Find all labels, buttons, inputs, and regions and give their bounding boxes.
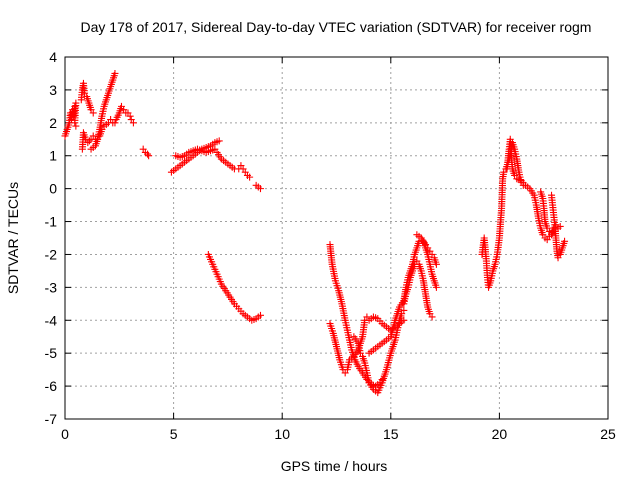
data-point-marker — [126, 112, 134, 120]
data-point-marker — [432, 283, 440, 291]
y-tick-label: -4 — [45, 312, 58, 328]
x-tick-label: 5 — [170, 426, 178, 442]
y-tick-label: 3 — [49, 82, 57, 98]
data-point-marker — [72, 122, 80, 130]
y-tick-label: -3 — [45, 279, 58, 295]
data-point-marker — [144, 150, 152, 158]
data-point-marker — [400, 306, 408, 314]
data-point-marker — [71, 119, 79, 127]
y-tick-label: -7 — [45, 411, 58, 427]
grid-lines — [65, 57, 608, 419]
data-point-marker — [145, 152, 153, 160]
y-tick-label: -5 — [45, 345, 58, 361]
data-point-marker — [84, 139, 92, 147]
data-point-marker — [111, 69, 119, 77]
x-tick-label: 15 — [383, 426, 399, 442]
x-axis-label: GPS time / hours — [281, 458, 388, 474]
y-tick-label: -1 — [45, 214, 58, 230]
y-tick-label: -2 — [45, 246, 58, 262]
data-point-marker — [246, 173, 254, 181]
plot-frame — [64, 56, 609, 420]
axis-ticks — [64, 56, 609, 420]
x-tick-label: 0 — [61, 426, 69, 442]
data-point-marker — [89, 109, 97, 117]
data-point-marker — [85, 137, 93, 145]
y-tick-label: 0 — [49, 181, 57, 197]
y-tick-label: -6 — [45, 378, 58, 394]
tick-labels: 0 5 10 15 20 25 -7 -6 -5 -4 -3 -2 -1 0 1 2 3 4 — [45, 49, 616, 442]
data-point-marker — [256, 311, 264, 319]
data-point-marker — [129, 119, 137, 127]
data-point-marker — [215, 137, 223, 145]
data-point-marker — [111, 119, 119, 127]
data-point-marker — [71, 102, 79, 110]
data-points — [61, 69, 569, 397]
x-tick-label: 10 — [274, 426, 290, 442]
y-axis-label: SDTVAR / TECUs — [5, 182, 21, 294]
data-point-marker — [561, 237, 569, 245]
x-tick-label: 25 — [600, 426, 616, 442]
data-point-marker — [428, 313, 436, 321]
x-tick-label: 20 — [492, 426, 508, 442]
y-tick-label: 4 — [49, 49, 57, 65]
chart-title: Day 178 of 2017, Sidereal Day-to-day VTE… — [81, 19, 592, 35]
data-point-marker — [432, 260, 440, 268]
data-point-marker — [256, 185, 264, 193]
y-tick-label: 2 — [49, 115, 57, 131]
y-tick-label: 1 — [49, 148, 57, 164]
